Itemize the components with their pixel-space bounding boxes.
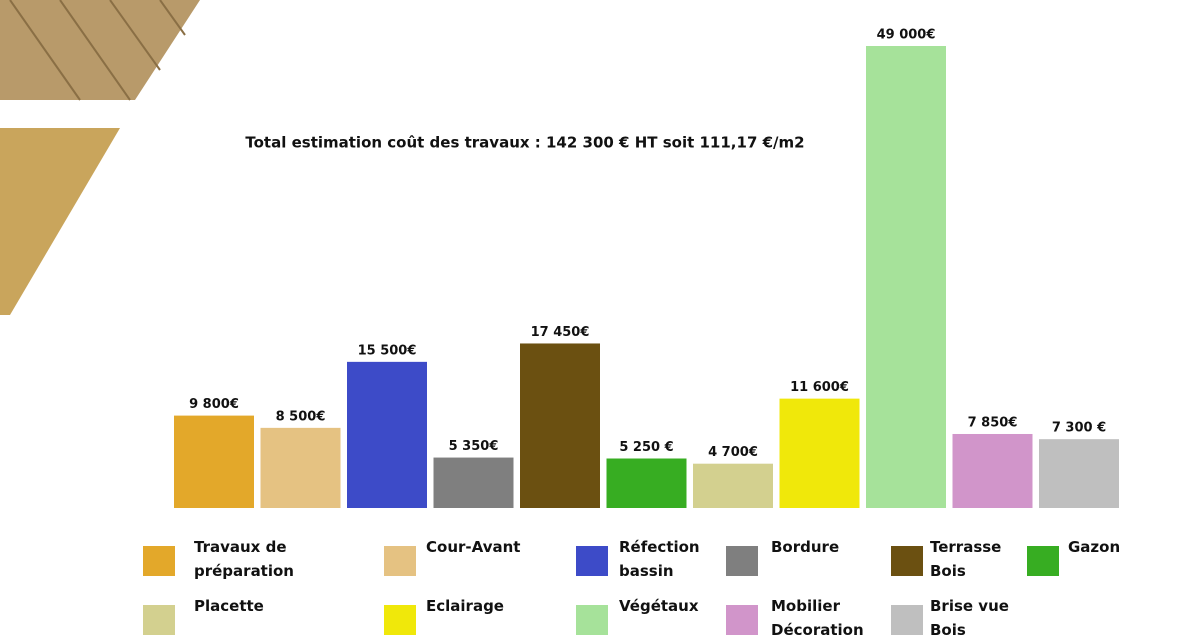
value-label: 11 600€ <box>790 380 849 395</box>
legend-swatch <box>384 605 416 635</box>
value-label: 7 300 € <box>1052 421 1106 436</box>
legend-label: Terrasse Bois <box>930 538 1002 580</box>
legend-swatch <box>143 546 175 576</box>
value-label: 5 350€ <box>449 439 499 454</box>
deck-photo <box>0 0 200 100</box>
legend-label: Mobilier Décoration <box>771 597 864 639</box>
chart-title: Total estimation coût des travaux : 142 … <box>245 134 804 152</box>
legend-swatch <box>726 605 758 635</box>
legend-swatch <box>576 546 608 576</box>
legend-label: Réfection bassin <box>619 538 700 580</box>
legend-swatch <box>384 546 416 576</box>
legend-label: Brise vue Bois <box>930 597 1009 639</box>
value-label: 49 000€ <box>877 28 936 43</box>
bar <box>1039 439 1119 508</box>
bar <box>347 361 427 508</box>
legend-label: Eclairage <box>426 597 504 615</box>
bar <box>866 46 946 508</box>
gravel-photo <box>0 128 120 315</box>
legend-label: Cour-Avant <box>426 538 521 556</box>
deck-lines <box>9 0 186 101</box>
value-label: 4 700€ <box>708 445 758 460</box>
bar <box>693 463 773 508</box>
legend-swatch <box>726 546 758 576</box>
legend-swatch <box>576 605 608 635</box>
legend-swatch <box>891 605 923 635</box>
legend-swatch <box>891 546 923 576</box>
legend-label: Gazon <box>1068 538 1121 556</box>
legend-label: Placette <box>194 597 264 615</box>
legend-label: Travaux de préparation <box>194 538 294 580</box>
legend-swatch <box>1027 546 1059 576</box>
legend-label: Végétaux <box>619 597 699 615</box>
bar <box>174 415 254 508</box>
legend-label: Bordure <box>771 538 840 556</box>
bar <box>260 427 341 508</box>
value-label: 7 850€ <box>968 415 1018 430</box>
value-label: 15 500€ <box>358 343 417 358</box>
bar <box>606 458 687 508</box>
bar <box>433 457 514 508</box>
legend-swatch <box>143 605 175 635</box>
value-label: 9 800€ <box>189 397 239 412</box>
value-label: 17 450€ <box>531 325 590 340</box>
bar <box>779 398 860 508</box>
bar <box>520 343 600 508</box>
value-label: 5 250 € <box>619 440 673 455</box>
bar <box>952 433 1033 508</box>
value-label: 8 500€ <box>276 409 326 424</box>
